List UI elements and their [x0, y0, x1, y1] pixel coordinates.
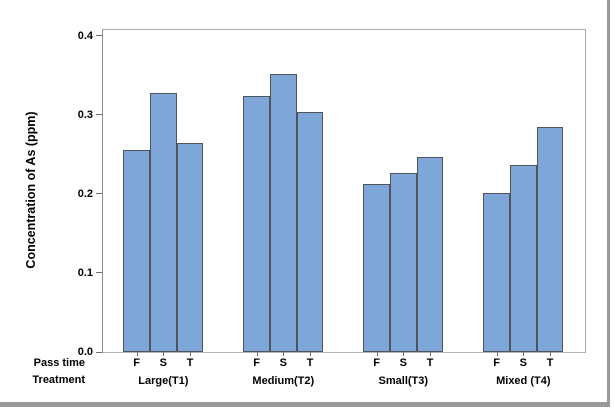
- x-axis-bar-tick: [403, 352, 405, 356]
- y-axis-tick-label: 0.2: [77, 187, 93, 200]
- treatment-group-label: Small(T3): [378, 375, 429, 387]
- y-axis-tick: [96, 114, 102, 116]
- y-axis-tick-label: 0.0: [77, 346, 93, 358]
- pass-time-label: F: [373, 357, 380, 369]
- pass-time-label: T: [546, 357, 554, 369]
- bar-Large(T1)-T: [176, 143, 204, 352]
- treatment-row-label: Treatment: [32, 374, 85, 386]
- pass-time-label: S: [399, 357, 407, 369]
- treatment-group-label: Large(T1): [138, 375, 189, 387]
- bar-Medium(T2)-S: [269, 74, 297, 352]
- y-axis-tick: [96, 35, 102, 37]
- bar-Small(T3)-S: [389, 173, 417, 352]
- pass-time-label: T: [306, 357, 314, 369]
- x-axis-bar-tick: [376, 352, 378, 356]
- pass-time-row-label: Pass time: [33, 357, 85, 369]
- window-border-right: [607, 0, 610, 407]
- pass-time-label: F: [493, 357, 500, 369]
- y-axis-tick: [96, 351, 102, 353]
- bar-Mixed (T4)-T: [536, 126, 564, 352]
- y-axis-tick: [96, 272, 102, 274]
- pass-time-label: F: [133, 357, 140, 369]
- x-axis-bar-tick: [189, 352, 191, 356]
- x-axis-bar-tick: [256, 352, 258, 356]
- pass-time-label: S: [279, 357, 287, 369]
- pass-time-label: F: [253, 357, 260, 369]
- y-axis-tick-label: 0.3: [77, 108, 93, 121]
- treatment-group-label: Medium(T2): [252, 375, 315, 387]
- bar-Mixed (T4)-S: [509, 164, 537, 352]
- bar-Small(T3)-T: [416, 157, 444, 352]
- bar-Medium(T2)-T: [296, 111, 324, 352]
- pass-time-label: T: [186, 357, 194, 369]
- pass-time-label: T: [426, 357, 434, 369]
- y-axis-tick-label: 0.4: [77, 29, 93, 42]
- window-border-bottom: [0, 402, 610, 407]
- pass-time-label: S: [159, 357, 167, 369]
- bar-Small(T3)-F: [363, 183, 390, 352]
- x-axis-bar-tick: [523, 352, 525, 356]
- y-axis-tick: [96, 193, 102, 195]
- treatment-group-label: Mixed (T4): [496, 375, 551, 387]
- x-axis-bar-tick: [163, 352, 165, 356]
- bar-Mixed (T4)-F: [483, 193, 510, 352]
- x-axis-bar-tick: [283, 352, 285, 356]
- x-axis-bar-tick: [136, 352, 138, 356]
- x-axis-bar-tick: [429, 352, 431, 356]
- x-axis-bar-tick: [309, 352, 311, 356]
- pass-time-label: S: [519, 357, 527, 369]
- x-axis-bar-tick: [549, 352, 551, 356]
- bar-Large(T1)-S: [149, 93, 177, 352]
- bar-Large(T1)-F: [123, 150, 150, 352]
- x-axis-bar-tick: [496, 352, 498, 356]
- bar-Medium(T2)-F: [243, 95, 270, 352]
- y-axis-tick-label: 0.1: [77, 266, 93, 279]
